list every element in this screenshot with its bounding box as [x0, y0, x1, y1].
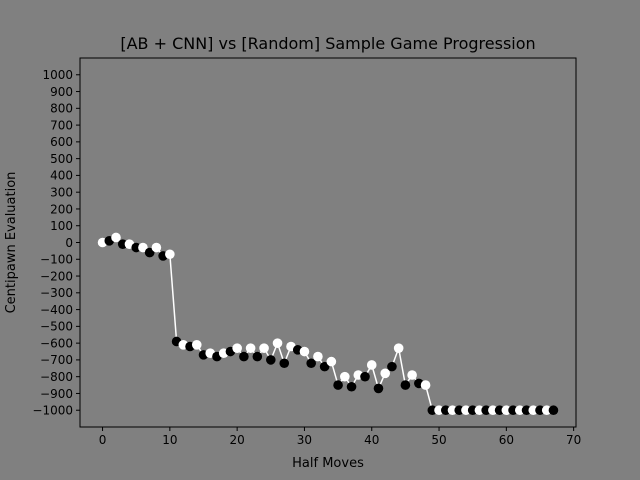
black-move-point — [508, 405, 518, 416]
y-tick-label: −200 — [40, 269, 73, 283]
black-move-point — [266, 355, 276, 365]
white-move-point — [501, 405, 512, 416]
y-tick-label: 600 — [50, 135, 73, 149]
x-axis-label: Half Moves — [292, 456, 364, 471]
black-move-point — [535, 405, 545, 416]
x-tick-label: 10 — [162, 433, 177, 447]
chart-title: [AB + CNN] vs [Random] Sample Game Progr… — [120, 34, 535, 53]
white-move-point — [340, 371, 350, 382]
black-move-point — [427, 405, 438, 416]
black-move-point — [279, 358, 290, 369]
x-tick-label: 40 — [364, 433, 379, 447]
white-move-point — [191, 340, 202, 350]
black-move-point — [373, 383, 384, 394]
y-tick-label: −800 — [40, 370, 73, 384]
white-move-point — [272, 338, 283, 348]
y-tick-label: 100 — [50, 219, 73, 233]
black-move-point — [346, 381, 357, 392]
white-move-point — [515, 405, 525, 416]
y-axis: −1000−900−800−700−600−500−400−300−200−10… — [32, 68, 80, 418]
y-tick-label: −500 — [40, 320, 73, 334]
points-layer — [97, 232, 559, 416]
black-move-point — [521, 405, 532, 416]
white-move-point — [232, 343, 242, 353]
y-tick-label: 500 — [50, 152, 73, 166]
y-tick-label: 800 — [50, 102, 73, 116]
y-tick-label: 1000 — [42, 68, 73, 82]
y-tick-label: 400 — [50, 169, 73, 183]
white-move-point — [259, 343, 269, 353]
x-tick-label: 20 — [230, 433, 245, 447]
y-tick-label: −900 — [40, 387, 73, 401]
x-tick-label: 70 — [566, 433, 581, 447]
black-move-point — [239, 351, 249, 362]
black-move-point — [117, 239, 128, 249]
white-move-point — [474, 405, 485, 416]
black-move-point — [400, 380, 411, 390]
y-tick-label: 0 — [65, 236, 73, 250]
y-tick-label: 900 — [50, 85, 73, 99]
black-move-point — [494, 405, 505, 416]
black-move-point — [360, 371, 370, 382]
black-move-point — [481, 405, 491, 416]
y-tick-label: 200 — [50, 202, 73, 216]
black-move-point — [548, 405, 559, 416]
white-move-point — [447, 405, 458, 416]
black-move-point — [387, 361, 397, 372]
white-move-point — [380, 368, 391, 379]
white-move-point — [165, 249, 175, 260]
white-move-point — [461, 405, 471, 416]
y-tick-label: −300 — [40, 286, 73, 300]
white-move-point — [313, 351, 323, 362]
x-tick-label: 30 — [297, 433, 312, 447]
x-tick-label: 50 — [431, 433, 446, 447]
white-move-point — [138, 242, 148, 253]
black-move-point — [306, 358, 316, 369]
white-move-point — [528, 405, 539, 416]
white-move-point — [245, 343, 256, 353]
black-move-point — [440, 405, 451, 416]
y-tick-label: −1000 — [32, 404, 73, 418]
white-move-point — [393, 343, 404, 353]
black-move-point — [131, 242, 141, 253]
black-move-point — [333, 380, 343, 390]
white-move-point — [111, 232, 121, 243]
white-move-point — [434, 405, 444, 416]
black-move-point — [454, 405, 465, 416]
y-tick-label: −600 — [40, 336, 73, 350]
x-tick-label: 0 — [99, 433, 107, 447]
white-move-point — [488, 405, 498, 416]
black-move-point — [467, 405, 478, 416]
y-tick-label: −100 — [40, 253, 73, 267]
white-move-point — [366, 360, 377, 370]
white-move-point — [151, 242, 162, 253]
white-move-point — [299, 346, 310, 357]
y-axis-label: Centipawn Evaluation — [4, 172, 19, 314]
y-tick-label: 700 — [50, 118, 73, 132]
y-tick-label: −700 — [40, 353, 73, 367]
black-move-point — [144, 247, 155, 258]
y-tick-label: −400 — [40, 303, 73, 317]
x-tick-label: 60 — [499, 433, 514, 447]
black-move-point — [319, 361, 330, 372]
y-tick-label: 300 — [50, 185, 73, 199]
white-move-point — [420, 380, 431, 390]
plot-area — [80, 58, 576, 427]
black-move-point — [252, 351, 263, 362]
white-move-point — [541, 405, 552, 416]
x-axis: 0 10 20 30 40 50 60 70 — [99, 427, 581, 447]
white-move-point — [407, 370, 417, 380]
white-move-point — [326, 356, 337, 367]
